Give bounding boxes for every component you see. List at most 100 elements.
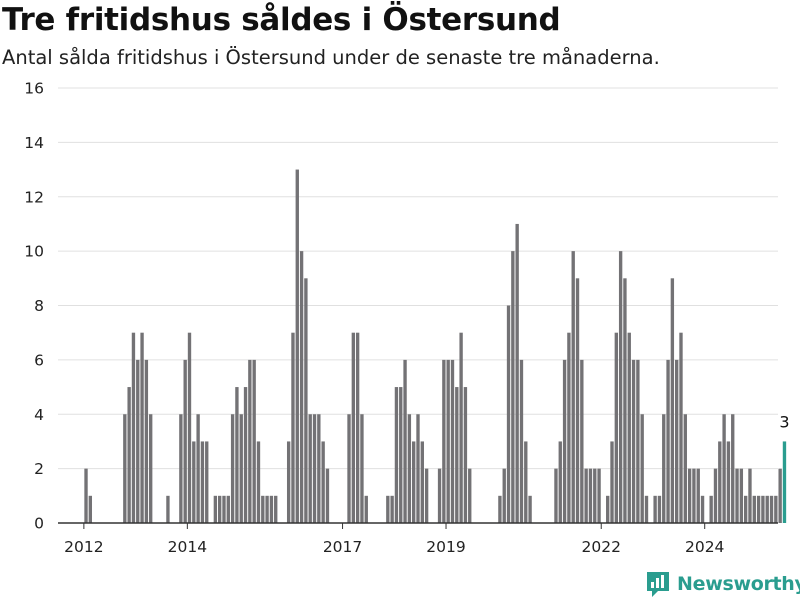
bar bbox=[192, 441, 196, 523]
bar bbox=[269, 495, 274, 523]
bar bbox=[657, 495, 662, 523]
chart-title: Tre fritidshus såldes i Östersund bbox=[2, 2, 561, 38]
bar bbox=[597, 468, 601, 524]
bar bbox=[140, 332, 144, 523]
bar bbox=[407, 414, 412, 523]
bar bbox=[653, 495, 657, 523]
bar bbox=[588, 468, 593, 524]
bar bbox=[252, 359, 256, 524]
bar bbox=[149, 414, 153, 523]
bar bbox=[584, 468, 588, 524]
bar bbox=[304, 278, 308, 523]
bar bbox=[403, 359, 407, 524]
bar bbox=[515, 223, 519, 523]
bar bbox=[355, 332, 360, 523]
bar bbox=[778, 468, 782, 524]
bar bbox=[127, 387, 131, 523]
bar bbox=[709, 495, 713, 523]
x-tick-label: 2017 bbox=[323, 538, 362, 556]
bar bbox=[765, 495, 769, 523]
bar bbox=[166, 495, 170, 523]
bar bbox=[623, 278, 627, 523]
bar bbox=[274, 495, 278, 523]
bar bbox=[739, 468, 744, 524]
bar bbox=[230, 414, 235, 523]
bar bbox=[726, 441, 731, 523]
bar bbox=[769, 495, 774, 523]
bar bbox=[636, 359, 640, 524]
bar bbox=[183, 359, 187, 524]
bar bbox=[226, 495, 230, 523]
bar bbox=[593, 468, 597, 524]
brand-logo: Newsworthy bbox=[645, 570, 800, 598]
bar bbox=[144, 359, 149, 524]
bar bbox=[295, 169, 299, 523]
bar bbox=[123, 414, 127, 523]
y-tick-label: 6 bbox=[34, 351, 44, 369]
bar bbox=[455, 387, 459, 523]
bar bbox=[700, 495, 705, 523]
bar bbox=[718, 441, 722, 523]
bar bbox=[213, 495, 218, 523]
y-tick-label: 12 bbox=[24, 188, 44, 206]
bar bbox=[627, 332, 631, 523]
bar bbox=[437, 468, 442, 524]
bar bbox=[743, 495, 748, 523]
x-tick-label: 2022 bbox=[582, 538, 621, 556]
bar bbox=[205, 441, 209, 523]
bar bbox=[575, 278, 580, 523]
bar bbox=[722, 414, 726, 523]
y-tick-label: 0 bbox=[34, 515, 44, 533]
bar bbox=[562, 359, 567, 524]
bar bbox=[687, 468, 692, 524]
bar bbox=[446, 359, 450, 524]
bar bbox=[571, 251, 575, 524]
bar bbox=[558, 441, 562, 523]
bar bbox=[662, 414, 666, 523]
bar bbox=[399, 387, 403, 523]
bar bbox=[364, 495, 368, 523]
bar bbox=[386, 495, 390, 523]
bar bbox=[136, 359, 140, 524]
bar bbox=[347, 414, 351, 523]
y-tick-label: 10 bbox=[24, 243, 44, 261]
bar bbox=[748, 468, 752, 524]
bar bbox=[610, 441, 614, 523]
bar bbox=[222, 495, 226, 523]
bar bbox=[351, 332, 356, 523]
bar bbox=[450, 359, 455, 524]
bar bbox=[631, 359, 636, 524]
bar bbox=[312, 414, 317, 523]
bar bbox=[239, 414, 243, 523]
bar bbox=[416, 414, 420, 523]
latest-value-label: 3 bbox=[779, 412, 789, 431]
bar bbox=[519, 359, 524, 524]
bar bbox=[506, 305, 511, 523]
x-tick-label: 2014 bbox=[168, 538, 207, 556]
bar bbox=[774, 495, 778, 523]
bar bbox=[614, 332, 618, 523]
bar bbox=[679, 332, 683, 523]
bar bbox=[666, 359, 670, 524]
bar bbox=[317, 414, 321, 523]
bar bbox=[675, 359, 679, 524]
bar-latest bbox=[782, 441, 787, 523]
bar bbox=[200, 441, 205, 523]
bar bbox=[248, 359, 252, 524]
chart-subtitle: Antal sålda fritidshus i Östersund under… bbox=[2, 46, 660, 69]
bar bbox=[528, 495, 532, 523]
bar bbox=[196, 414, 200, 523]
bar bbox=[394, 387, 399, 523]
bar bbox=[731, 414, 735, 523]
bar bbox=[325, 468, 330, 524]
bar bbox=[692, 468, 696, 524]
bar bbox=[554, 468, 558, 524]
bar bbox=[644, 495, 649, 523]
y-tick-label: 8 bbox=[34, 297, 44, 315]
bar bbox=[88, 495, 93, 523]
bar bbox=[498, 495, 502, 523]
bar bbox=[752, 495, 756, 523]
bar bbox=[131, 332, 136, 523]
y-tick-label: 2 bbox=[34, 460, 44, 478]
bar bbox=[442, 359, 446, 524]
